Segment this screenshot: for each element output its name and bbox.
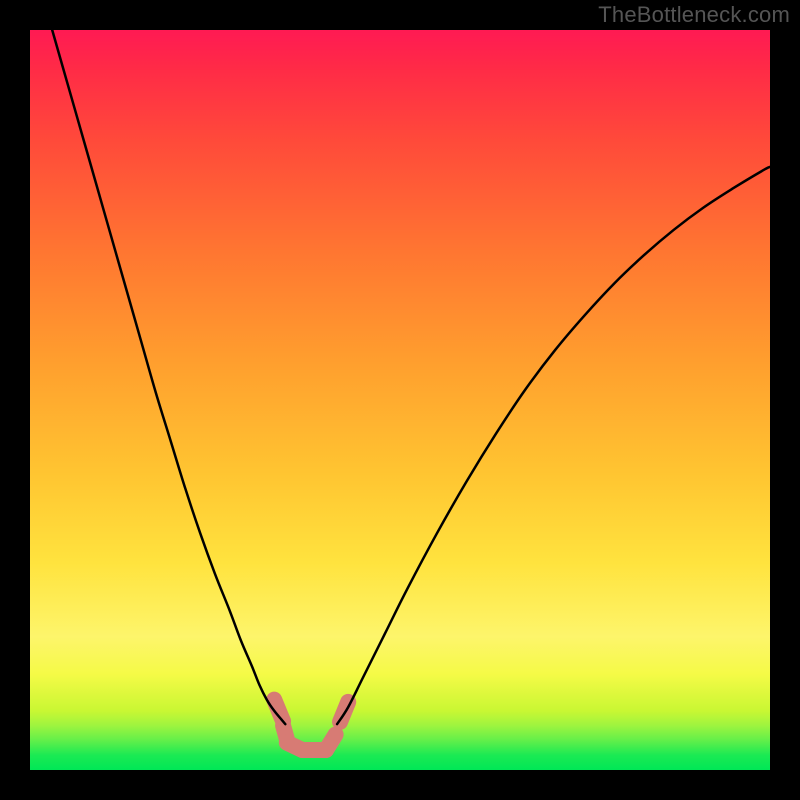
marker-segment xyxy=(326,734,336,750)
curve-left xyxy=(52,30,285,724)
chart-frame: TheBottleneck.com xyxy=(0,0,800,800)
chart-svg xyxy=(0,0,800,800)
curve-right xyxy=(337,167,770,724)
